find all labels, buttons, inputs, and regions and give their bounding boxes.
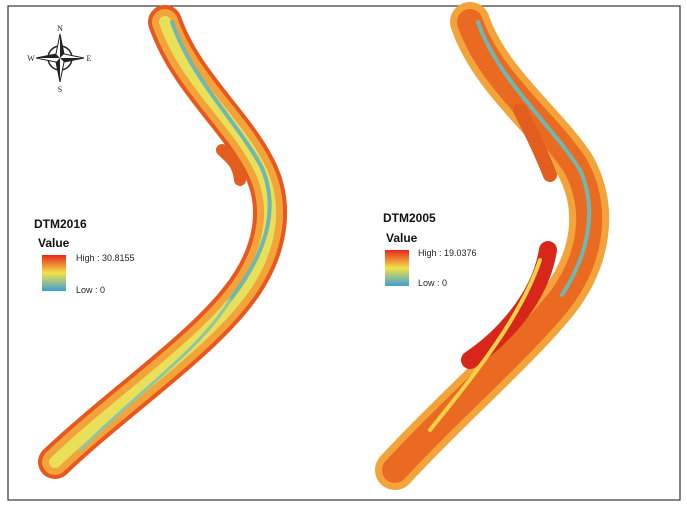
legend-subtitle: Value — [38, 236, 70, 250]
high-label: High : 30.8155 — [76, 253, 135, 263]
compass-s: S — [58, 85, 62, 94]
compass-n: N — [57, 24, 63, 33]
low-label: Low : 0 — [76, 285, 105, 295]
legend-title: DTM2016 — [34, 217, 87, 231]
legend-subtitle: Value — [386, 231, 418, 245]
compass-e: E — [87, 54, 92, 63]
high-label: High : 19.0376 — [418, 248, 477, 258]
map-figure: N S E W DTM2016 Value High : 30.8155 Low… — [0, 0, 687, 509]
page: N S E W DTM2016 Value High : 30.8155 Low… — [0, 0, 687, 509]
legend-title: DTM2005 — [383, 211, 436, 225]
color-ramp — [385, 250, 409, 286]
color-ramp — [42, 255, 66, 291]
compass-w: W — [27, 54, 35, 63]
low-label: Low : 0 — [418, 278, 447, 288]
